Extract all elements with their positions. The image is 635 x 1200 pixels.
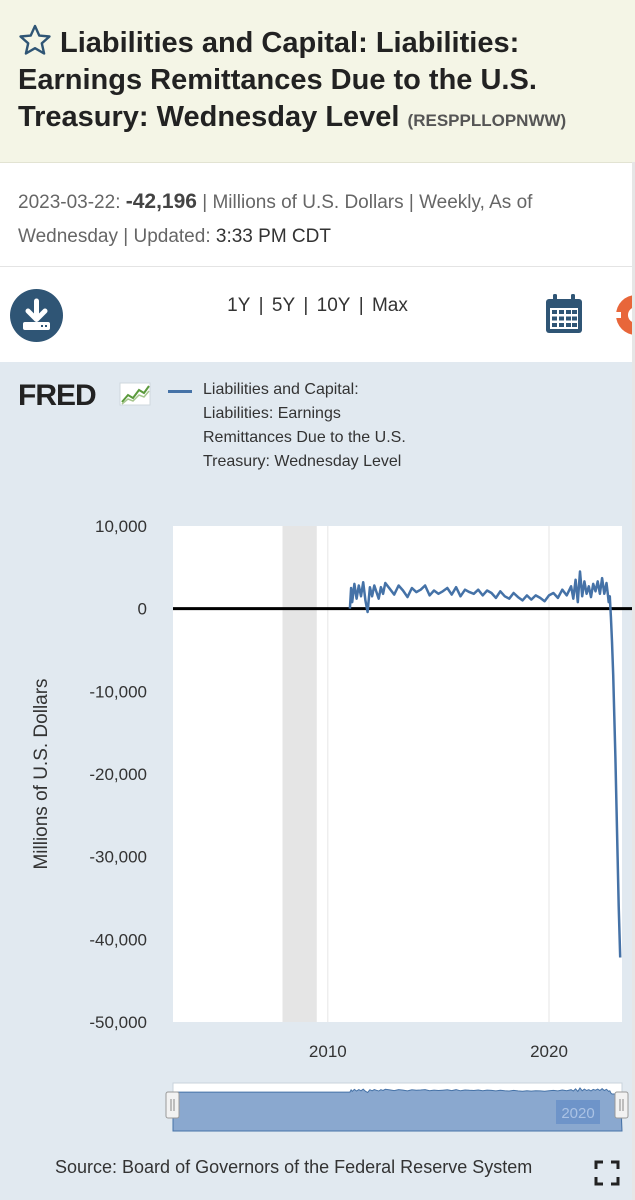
range-1y[interactable]: 1Y — [227, 295, 251, 316]
y-tick-label: -20,000 — [89, 765, 147, 784]
header: Liabilities and Capital: Liabilities: Ea… — [0, 0, 635, 163]
download-icon — [23, 298, 50, 330]
x-tick-label: 2010 — [309, 1042, 347, 1061]
recession-band — [282, 526, 317, 1022]
page-title: Liabilities and Capital: Liabilities: Ea… — [18, 24, 628, 139]
plot-background — [173, 526, 622, 1022]
fullscreen-icon[interactable] — [594, 1160, 620, 1186]
y-axis-label: Millions of U.S. Dollars — [31, 678, 52, 869]
y-tick-label: 0 — [138, 600, 147, 619]
y-tick-label: -30,000 — [89, 848, 147, 867]
toolbar: 1Y | 5Y | 10Y | Max — [0, 268, 635, 362]
navigator-series-fill — [172, 1087, 623, 1132]
navigator-left-handle[interactable] — [165, 1091, 180, 1119]
x-tick-label: 2020 — [530, 1042, 568, 1061]
y-tick-label: -10,000 — [89, 682, 147, 701]
y-tick-label: -50,000 — [89, 1013, 147, 1032]
fred-logo: FRED — [18, 379, 151, 410]
range-10y[interactable]: 10Y — [316, 295, 351, 316]
fred-logo-text: FRED — [18, 379, 96, 410]
navigator-right-handle[interactable] — [614, 1091, 629, 1119]
range-5y[interactable]: 5Y — [271, 295, 296, 316]
navigator-year-bg — [556, 1100, 600, 1124]
source-text: Source: Board of Governors of the Federa… — [55, 1157, 533, 1177]
series-id: (RESPPLLOPNWW) — [407, 111, 567, 130]
line-chart: 2010 2020 10,000 0 -10,000 -20,000 -30,000 -40,… — [31, 517, 632, 1061]
y-tick-label: 10,000 — [95, 517, 147, 536]
obs-date: 2023-03-22: — [18, 192, 121, 213]
units-text: | Millions of U.S. Dollars | Weekly, As … — [18, 192, 533, 247]
series-title: Liabilities and Capital: Liabilities: Ea… — [18, 27, 537, 133]
obs-value: -42,196 — [125, 190, 197, 213]
updated-time: 3:33 PM CDT — [215, 226, 331, 247]
divider — [0, 266, 635, 267]
legend-swatch — [168, 390, 192, 393]
calendar-icon[interactable] — [545, 294, 583, 334]
download-button[interactable] — [10, 289, 63, 342]
navigator-year-label: 2020 — [561, 1105, 594, 1122]
series-meta: 2023-03-22: -42,196 | Millions of U.S. D… — [18, 185, 618, 254]
y-tick-label: -40,000 — [89, 930, 147, 949]
legend-label: Liabilities and Capital: Liabilities: Ea… — [203, 381, 406, 470]
page-edge — [632, 162, 635, 1200]
date-range-selector: 1Y | 5Y | 10Y | Max — [227, 295, 408, 316]
series-line — [348, 570, 622, 958]
range-navigator[interactable]: 2020 — [0, 1078, 632, 1138]
star-icon[interactable] — [18, 24, 52, 56]
range-max[interactable]: Max — [371, 295, 408, 316]
